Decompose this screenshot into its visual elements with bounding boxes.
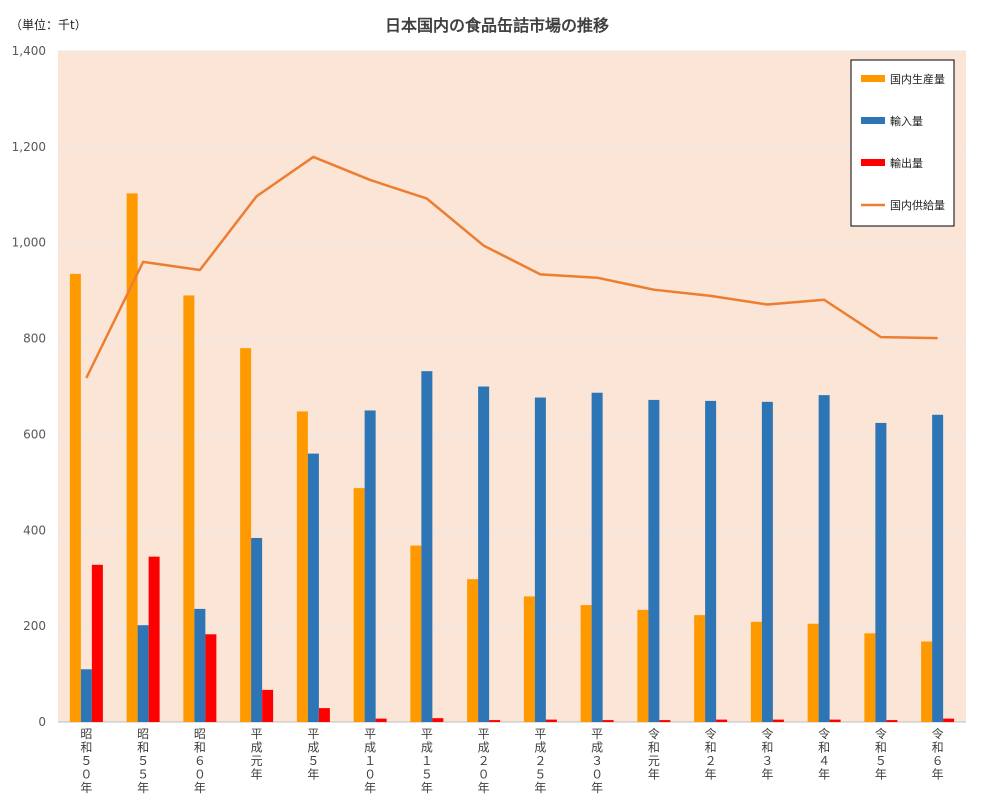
bar-輸入量-12 [761,401,773,722]
x-tick-label: 令和６年 [932,726,944,782]
bar-輸入量-3 [251,537,263,722]
x-tick-label: 令和元年 [648,726,660,782]
bar-輸入量-5 [364,410,376,722]
bar-輸入量-0 [80,669,92,722]
bar-国内生産量-9 [580,605,592,722]
bar-国内生産量-5 [353,488,365,722]
bar-輸入量-9 [591,392,603,722]
bar-国内生産量-1 [126,193,138,723]
bar-輸出量-2 [205,634,217,722]
bar-国内生産量-6 [410,545,422,722]
y-tick-label: 400 [23,523,46,537]
bar-輸入量-6 [421,371,433,722]
unit-label: （単位：千t） [10,18,87,32]
x-tick-label: 平成５年 [307,727,319,782]
bar-輸出量-14 [886,720,898,722]
y-tick-label: 1,400 [12,44,46,58]
bar-輸出量-5 [375,718,387,722]
x-tick-label: 昭和６０年 [194,727,206,795]
bar-輸入量-1 [137,625,149,722]
bar-輸出量-0 [91,564,103,722]
bar-輸入量-14 [875,422,887,722]
bar-国内生産量-3 [240,348,252,722]
x-tick-label: 平成３０年 [591,727,603,795]
legend-box [850,59,955,227]
bar-輸入量-13 [818,395,830,722]
x-tick-label: 令和２年 [705,726,717,782]
bar-輸出量-6 [432,718,444,722]
chart-title: 日本国内の食品缶詰市場の推移 [384,16,609,35]
bar-国内生産量-12 [750,621,762,722]
y-tick-label: 200 [23,619,46,633]
bar-輸出量-10 [659,720,671,722]
bar-輸出量-9 [602,720,614,722]
bar-輸出量-7 [489,720,501,722]
bar-国内生産量-10 [637,609,649,722]
legend-label: 国内生産量 [890,72,945,86]
bar-輸出量-8 [545,719,557,722]
bar-輸出量-4 [318,708,330,722]
bar-国内生産量-11 [694,615,706,722]
x-tick-label: 昭和５５年 [137,727,149,795]
bar-輸入量-11 [705,400,717,722]
x-tick-label: 平成元年 [251,727,263,782]
bar-輸出量-1 [148,556,160,722]
bar-輸入量-2 [194,608,206,722]
legend-swatch-国内生産量 [861,75,885,82]
x-tick-label: 令和４年 [818,726,830,782]
y-tick-label: 800 [23,332,46,346]
bar-国内生産量-0 [69,273,81,722]
plot-area [58,51,966,722]
y-tick-label: 1,200 [12,140,46,154]
bar-輸入量-10 [648,399,660,722]
bar-輸出量-12 [772,719,784,722]
line-国内供給量 [85,155,938,379]
y-tick-label: 600 [23,427,46,441]
legend-swatch-輸入量 [861,117,885,124]
x-tick-label: 令和３年 [761,726,773,782]
legend-swatch-輸出量 [861,159,885,166]
x-tick-label: 平成１５年 [421,727,433,795]
bar-国内生産量-15 [921,641,933,722]
legend-label: 国内供給量 [890,198,945,212]
bar-輸入量-7 [478,386,490,722]
x-tick-label: 平成２５年 [534,727,546,795]
bar-国内生産量-13 [807,623,819,722]
bar-国内生産量-14 [864,633,876,722]
bar-輸入量-15 [932,414,944,722]
x-tick-label: 昭和５０年 [80,727,92,795]
y-tick-label: 1,000 [12,236,46,250]
bar-輸出量-13 [829,719,841,722]
bar-輸出量-11 [716,719,728,722]
legend-label: 輸出量 [890,156,923,170]
legend-label: 輸入量 [890,114,923,128]
bar-国内生産量-7 [467,579,479,722]
bar-輸入量-8 [534,397,546,722]
y-tick-label: 0 [38,715,46,729]
bar-輸出量-3 [262,689,274,722]
bar-輸出量-15 [943,718,955,722]
bar-輸入量-4 [307,453,319,722]
x-tick-label: 平成２０年 [478,727,490,795]
bar-国内生産量-4 [296,411,308,722]
x-tick-label: 令和５年 [875,726,887,782]
bar-国内生産量-8 [523,596,535,722]
x-tick-label: 平成１０年 [364,727,376,795]
bar-国内生産量-2 [183,295,195,722]
